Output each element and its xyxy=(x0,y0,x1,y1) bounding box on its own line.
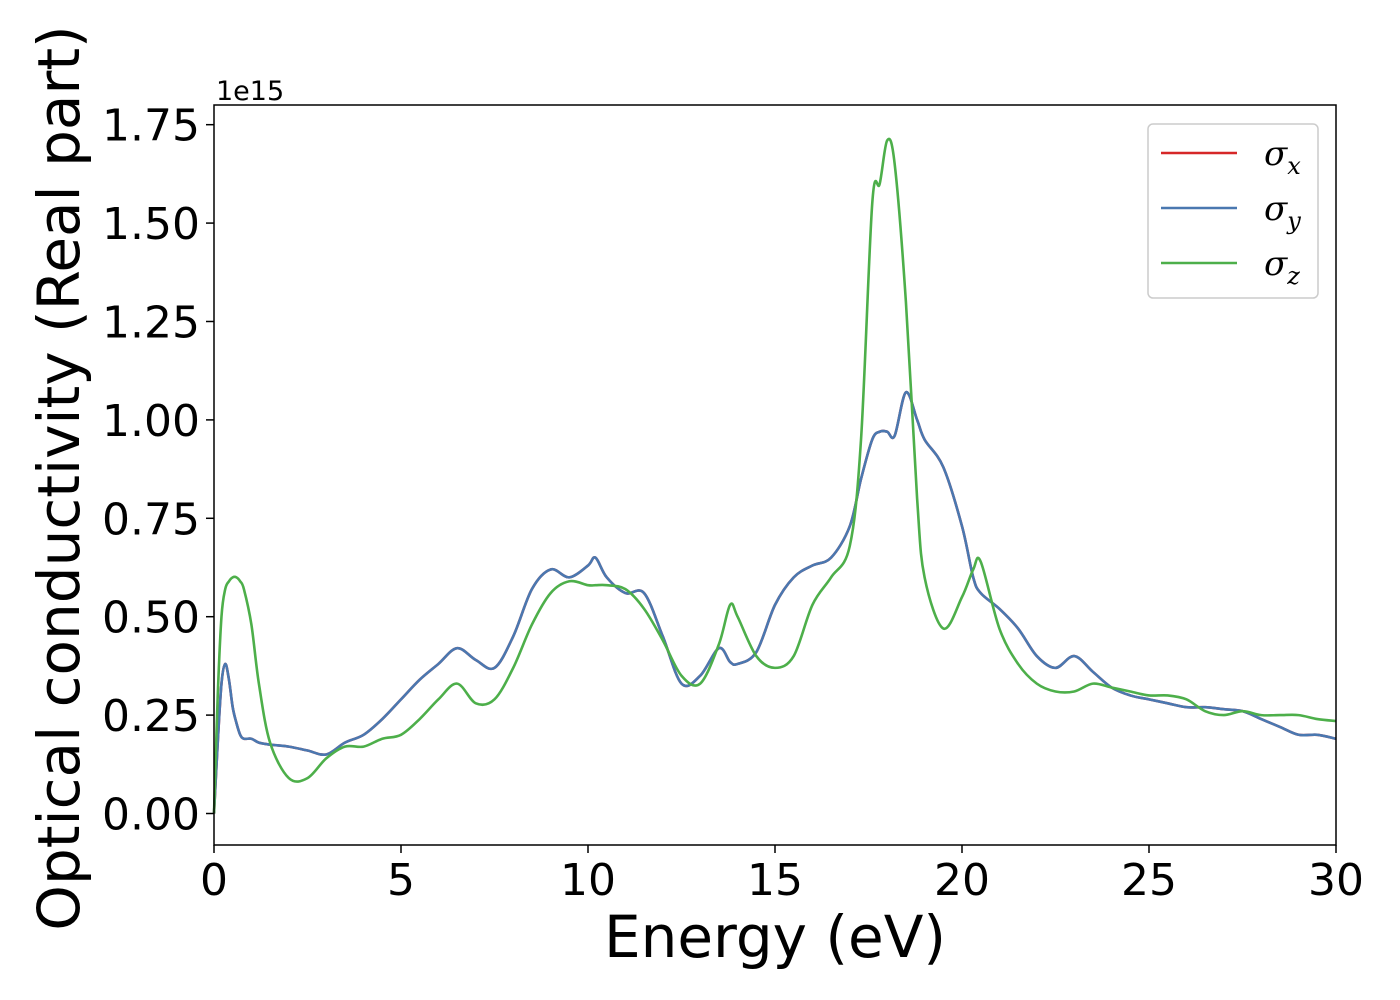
series-line-3 xyxy=(212,137,1337,814)
y-tick-label: 1.25 xyxy=(102,297,200,348)
y-axis-ticks: 0.00 0.25 0.50 0.75 1.00 1.25 1.50 1.75 xyxy=(102,101,214,841)
x-axis-ticks: 0 5 10 15 20 25 30 xyxy=(200,845,1364,906)
legend-entries: σx σy σz xyxy=(1161,134,1301,290)
y-tick-label: 1.75 xyxy=(102,101,200,152)
x-tick-label: 25 xyxy=(1121,855,1177,906)
x-tick-label: 10 xyxy=(560,855,616,906)
series-line-2 xyxy=(212,391,1337,814)
legend-label-3: σz xyxy=(1264,244,1300,290)
y-axis-offset-label: 1e15 xyxy=(216,76,284,107)
x-axis-title: Energy (eV) xyxy=(604,903,946,971)
y-tick-label: 1.50 xyxy=(102,199,200,250)
x-tick-label: 15 xyxy=(747,855,803,906)
y-tick-label: 0.50 xyxy=(102,593,200,644)
x-tick-label: 5 xyxy=(387,855,415,906)
y-tick-label: 0.75 xyxy=(102,494,200,545)
legend-box xyxy=(1147,123,1319,299)
y-tick-label: 0.25 xyxy=(102,691,200,742)
y-tick-label: 1.00 xyxy=(102,396,200,447)
y-tick-label: 0.00 xyxy=(102,790,200,841)
series-layer xyxy=(212,137,1337,814)
y-axis-title: Optical conductivity (Real part) xyxy=(25,25,93,930)
x-tick-label: 20 xyxy=(934,855,990,906)
x-tick-label: 30 xyxy=(1308,855,1364,906)
legend-label-2: σy xyxy=(1264,189,1301,235)
legend-label-1: σx xyxy=(1264,134,1301,180)
legend: σx σy σz xyxy=(1147,123,1319,299)
x-tick-label: 0 xyxy=(200,855,228,906)
